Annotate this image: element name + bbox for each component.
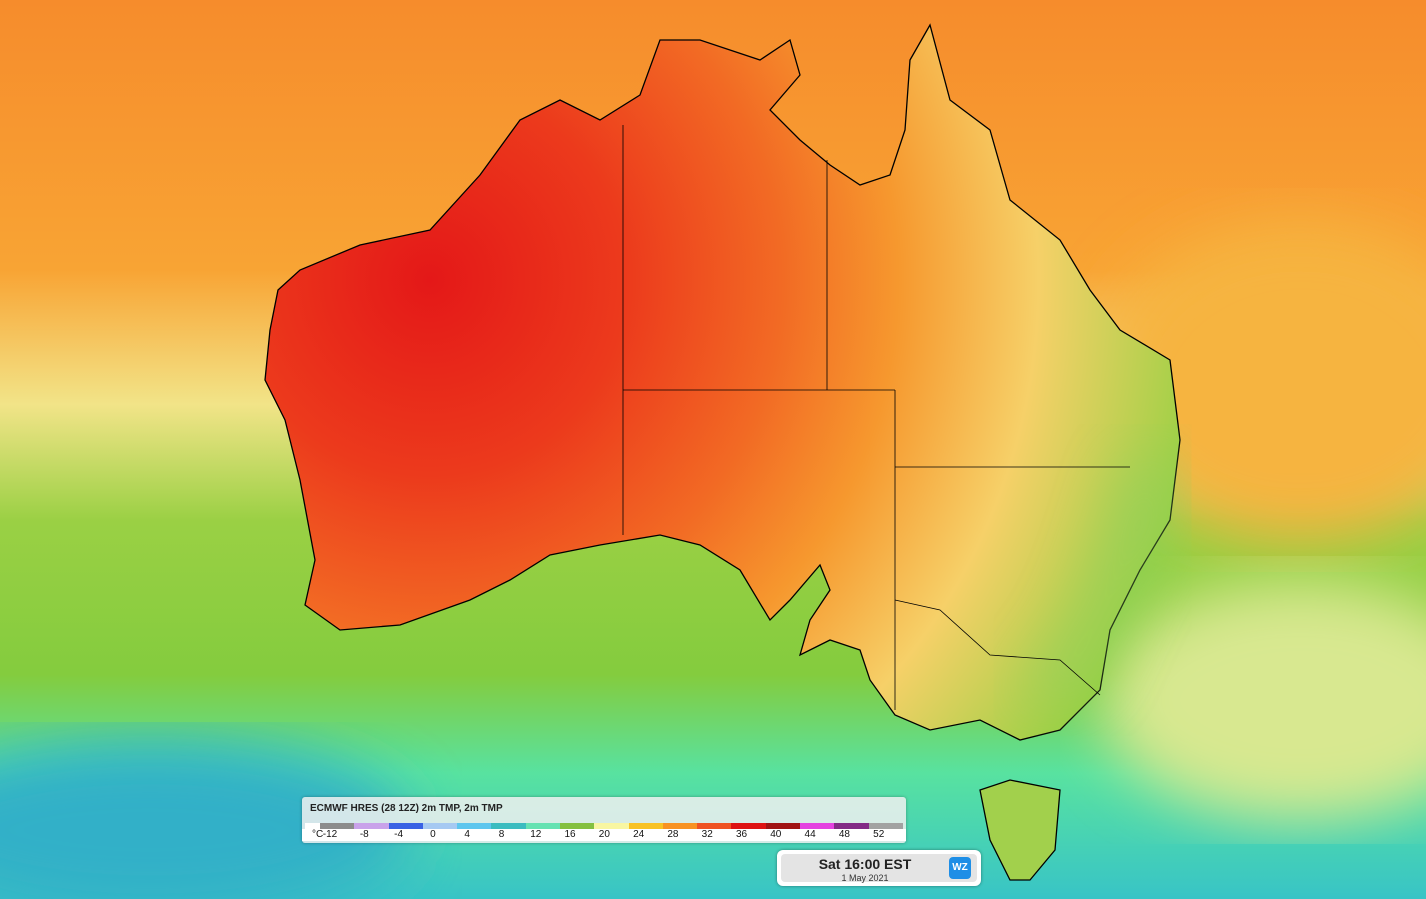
legend-swatch xyxy=(457,823,492,829)
legend-swatch xyxy=(559,823,595,829)
legend-swatch xyxy=(305,823,320,829)
legend-label: -12 xyxy=(322,829,338,840)
legend-label: 0 xyxy=(430,829,436,840)
legend-label: 16 xyxy=(564,829,576,840)
legend-unit: °C xyxy=(312,829,324,840)
legend-swatch xyxy=(834,823,869,829)
legend-label: 20 xyxy=(598,829,610,840)
shade xyxy=(1100,220,1426,540)
legend-title: ECMWF HRES (28 12Z) 2m TMP, 2m TMP xyxy=(310,803,503,814)
legend-swatch xyxy=(525,823,560,829)
legend-swatch xyxy=(868,823,903,829)
legend-label: 12 xyxy=(530,829,542,840)
legend-label: 4 xyxy=(464,829,470,840)
legend-swatch xyxy=(697,823,732,829)
legend-swatch xyxy=(594,823,629,829)
legend-label: 32 xyxy=(701,829,713,840)
legend-swatch xyxy=(799,823,835,829)
legend-label: 28 xyxy=(667,829,679,840)
legend-label: 8 xyxy=(498,829,505,840)
date-label: 1 May 2021 xyxy=(841,873,889,883)
legend-label: 52 xyxy=(873,829,885,840)
legend-label: 44 xyxy=(804,829,816,840)
legend-label: 48 xyxy=(838,829,850,840)
legend-swatch xyxy=(354,823,389,829)
time-panel: Sat 16:00 EST 1 May 2021 WZ xyxy=(781,854,977,883)
legend-colorbar xyxy=(305,823,903,829)
legend-swatch xyxy=(422,823,458,829)
shade xyxy=(1100,580,1426,820)
tasmania xyxy=(979,779,1061,881)
legend-swatch xyxy=(388,823,423,829)
legend-label: 24 xyxy=(633,829,645,840)
legend-label: 40 xyxy=(770,829,782,840)
legend: ECMWF HRES (28 12Z) 2m TMP, 2m TMP °C -1… xyxy=(302,797,906,843)
legend-label: -8 xyxy=(359,829,369,840)
legend-swatch xyxy=(662,823,698,829)
legend-swatch xyxy=(731,823,766,829)
time-label: Sat 16:00 EST xyxy=(818,856,912,872)
legend-swatch xyxy=(491,823,526,829)
legend-labels: °C -12 -8 -4 0 4 8 12 16 20 24 28 32 36 40 44 48 52 xyxy=(302,829,906,841)
state-borders xyxy=(622,125,1130,710)
shade xyxy=(0,740,410,899)
legend-swatch xyxy=(320,823,355,829)
time-box[interactable]: Sat 16:00 EST 1 May 2021 WZ xyxy=(777,850,981,886)
legend-swatch xyxy=(628,823,663,829)
legend-label: -4 xyxy=(394,829,404,840)
legend-label: 36 xyxy=(735,829,748,840)
logo: WZ xyxy=(949,857,971,879)
highland-cool xyxy=(1010,450,1175,710)
legend-swatch xyxy=(765,823,800,829)
